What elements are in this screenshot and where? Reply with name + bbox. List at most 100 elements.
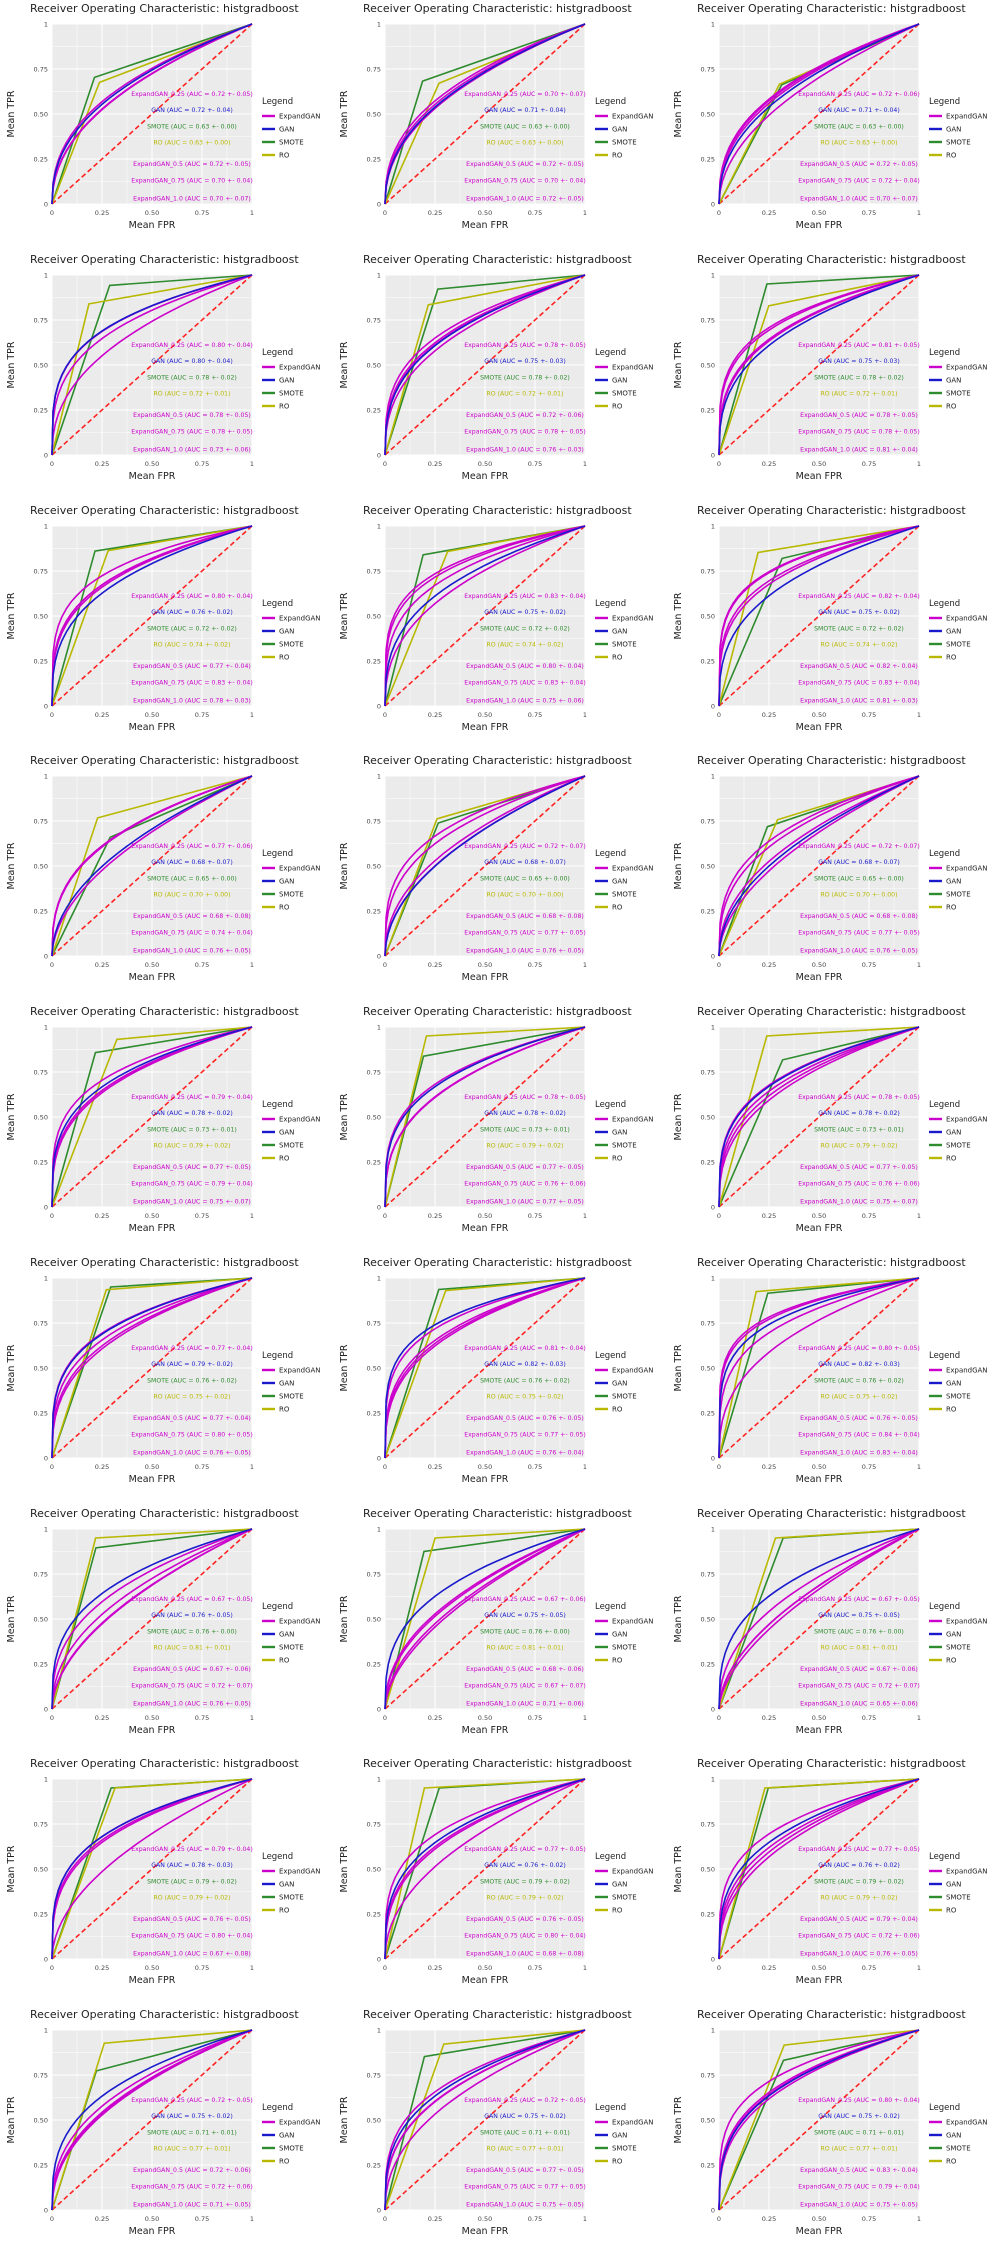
auc-annotation: ExpandGAN_0.5 (AUC = 0.77 +- 0.04) <box>133 1415 251 1422</box>
auc-annotation: ExpandGAN_0.5 (AUC = 0.67 +- 0.06) <box>800 1666 918 1673</box>
roc-chart-25: Receiver Operating Characteristic: histg… <box>6 2008 321 2237</box>
legend-entry: GAN <box>279 376 294 384</box>
legend-title: Legend <box>262 97 293 107</box>
auc-annotation: ExpandGAN_1.0 (AUC = 0.67 +- 0.08) <box>133 1951 251 1958</box>
y-tick-label: 0.75 <box>367 1570 381 1578</box>
legend-entry: SMOTE <box>946 2145 971 2153</box>
y-tick-label: 0.75 <box>367 316 381 324</box>
auc-annotation: ExpandGAN_0.75 (AUC = 0.83 +- 0.04) <box>131 679 253 686</box>
chance-diagonal <box>51 1026 253 1208</box>
chance-diagonal <box>718 1026 920 1208</box>
legend-title: Legend <box>595 2103 626 2113</box>
auc-annotation: RO (AUC = 0.72 +- 0.01) <box>153 390 230 397</box>
legend-entry: RO <box>279 904 290 912</box>
y-tick-label: 0.50 <box>700 2117 714 2125</box>
ro-curve <box>717 524 919 706</box>
roc-chart-4: Receiver Operating Characteristic: histg… <box>6 253 321 482</box>
y-tick-label: 0.25 <box>34 406 48 414</box>
auc-annotation: ExpandGAN_0.5 (AUC = 0.78 +- 0.05) <box>133 412 251 419</box>
auc-annotation: ExpandGAN_0.25 (AUC = 0.80 +- 0.04) <box>798 2097 920 2104</box>
y-axis-label: Mean TPR <box>6 1093 17 1140</box>
auc-annotation: ExpandGAN_1.0 (AUC = 0.75 +- 0.07) <box>800 1198 918 1205</box>
x-tick-label: 0.25 <box>95 460 109 468</box>
y-tick-label: 0.50 <box>367 1364 381 1372</box>
chart-title: Receiver Operating Characteristic: histg… <box>697 2008 966 2021</box>
auc-annotation: SMOTE (AUC = 0.76 +- 0.02) <box>814 1377 904 1384</box>
expandgan-0-75-curve <box>717 1527 919 1709</box>
expandgan-0-25-curve <box>717 775 919 957</box>
legend-entry: RO <box>946 904 957 912</box>
auc-annotation: ExpandGAN_0.75 (AUC = 0.77 +- 0.05) <box>465 2184 587 2191</box>
auc-annotation: ExpandGAN_0.75 (AUC = 0.76 +- 0.06) <box>798 1180 920 1187</box>
ro-curve <box>51 524 253 706</box>
legend-entry: ExpandGAN <box>612 112 654 120</box>
auc-annotation: ExpandGAN_0.5 (AUC = 0.77 +- 0.04) <box>133 663 251 670</box>
y-tick-label: 1 <box>711 20 715 28</box>
legend-entry: SMOTE <box>279 1142 304 1150</box>
expandgan-1-0-curve <box>384 1778 586 1960</box>
y-tick-label: 0.75 <box>34 1319 48 1327</box>
x-tick-label: 0.25 <box>428 1714 442 1722</box>
auc-annotation: ExpandGAN_0.25 (AUC = 0.77 +- 0.05) <box>465 1846 587 1853</box>
y-axis-label: Mean TPR <box>6 592 17 639</box>
y-tick-label: 0 <box>377 702 381 710</box>
y-tick-label: 0 <box>377 1705 381 1713</box>
y-tick-label: 0.50 <box>700 1364 714 1372</box>
x-tick-label: 0 <box>383 961 387 969</box>
y-tick-label: 0 <box>377 1956 381 1964</box>
legend-entry: ExpandGAN <box>279 1617 321 1625</box>
auc-annotation: ExpandGAN_0.75 (AUC = 0.70 +- 0.04) <box>465 177 587 184</box>
x-axis-label: Mean FPR <box>129 1725 176 1736</box>
auc-annotation: ExpandGAN_0.5 (AUC = 0.72 +- 0.05) <box>467 161 585 168</box>
auc-annotation: ExpandGAN_0.75 (AUC = 0.74 +- 0.04) <box>131 930 253 937</box>
legend-entry: RO <box>279 402 290 410</box>
y-axis-label: Mean TPR <box>339 842 350 889</box>
auc-annotation: RO (AUC = 0.75 +- 0.02) <box>487 1393 564 1400</box>
auc-annotation: SMOTE (AUC = 0.79 +- 0.02) <box>814 1879 904 1886</box>
auc-annotation: ExpandGAN_0.5 (AUC = 0.72 +- 0.05) <box>800 161 918 168</box>
x-axis-label: Mean FPR <box>462 2226 509 2237</box>
expandgan-1-0-curve <box>51 524 253 706</box>
expandgan-0-5-curve <box>717 775 920 957</box>
auc-annotation: SMOTE (AUC = 0.72 +- 0.02) <box>480 625 570 632</box>
y-tick-label: 0.75 <box>367 1069 381 1077</box>
auc-annotation: ExpandGAN_0.5 (AUC = 0.76 +- 0.05) <box>800 1415 918 1422</box>
roc-chart-22: Receiver Operating Characteristic: histg… <box>6 1757 321 1986</box>
auc-annotation: ExpandGAN_1.0 (AUC = 0.78 +- 0.03) <box>133 697 251 704</box>
legend-entry: GAN <box>946 1129 961 1137</box>
x-tick-label: 1 <box>583 2215 587 2223</box>
roc-chart-7: Receiver Operating Characteristic: histg… <box>6 504 321 733</box>
y-tick-label: 0 <box>377 2207 381 2215</box>
x-tick-label: 0.75 <box>195 711 209 719</box>
x-tick-label: 0 <box>50 1212 54 1220</box>
x-tick-label: 1 <box>250 1964 254 1972</box>
legend-title: Legend <box>929 97 960 107</box>
legend-entry: ExpandGAN <box>946 1366 988 1374</box>
x-tick-label: 0.50 <box>478 1714 492 1722</box>
roc-chart-11: Receiver Operating Characteristic: histg… <box>339 754 654 983</box>
y-tick-label: 1 <box>377 1274 381 1282</box>
x-axis-label: Mean FPR <box>462 1474 509 1485</box>
legend-entry: GAN <box>279 2132 294 2140</box>
auc-annotation: ExpandGAN_0.25 (AUC = 0.72 +- 0.07) <box>798 843 920 850</box>
expandgan-1-0-curve <box>384 2029 586 2211</box>
auc-annotation: ExpandGAN_0.75 (AUC = 0.67 +- 0.07) <box>465 1682 587 1689</box>
y-tick-label: 1 <box>377 773 381 781</box>
auc-annotation: RO (AUC = 0.72 +- 0.01) <box>820 390 897 397</box>
legend-entry: GAN <box>279 1881 294 1889</box>
y-tick-label: 1 <box>377 1525 381 1533</box>
chart-title: Receiver Operating Characteristic: histg… <box>697 1757 966 1770</box>
expandgan-1-0-curve <box>717 775 919 957</box>
expandgan-1-0-curve <box>384 1527 586 1709</box>
y-tick-label: 0.25 <box>367 1409 381 1417</box>
chance-diagonal <box>718 775 920 957</box>
y-tick-label: 0.50 <box>34 1866 48 1874</box>
legend-entry: GAN <box>946 1379 961 1387</box>
x-tick-label: 0 <box>717 209 721 217</box>
auc-annotation: ExpandGAN_0.25 (AUC = 0.82 +- 0.04) <box>798 593 920 600</box>
gan-curve <box>51 1026 253 1208</box>
x-tick-label: 0.75 <box>861 209 875 217</box>
legend-entry: RO <box>279 1907 290 1915</box>
x-tick-label: 1 <box>583 460 587 468</box>
x-tick-label: 0.50 <box>478 1964 492 1972</box>
